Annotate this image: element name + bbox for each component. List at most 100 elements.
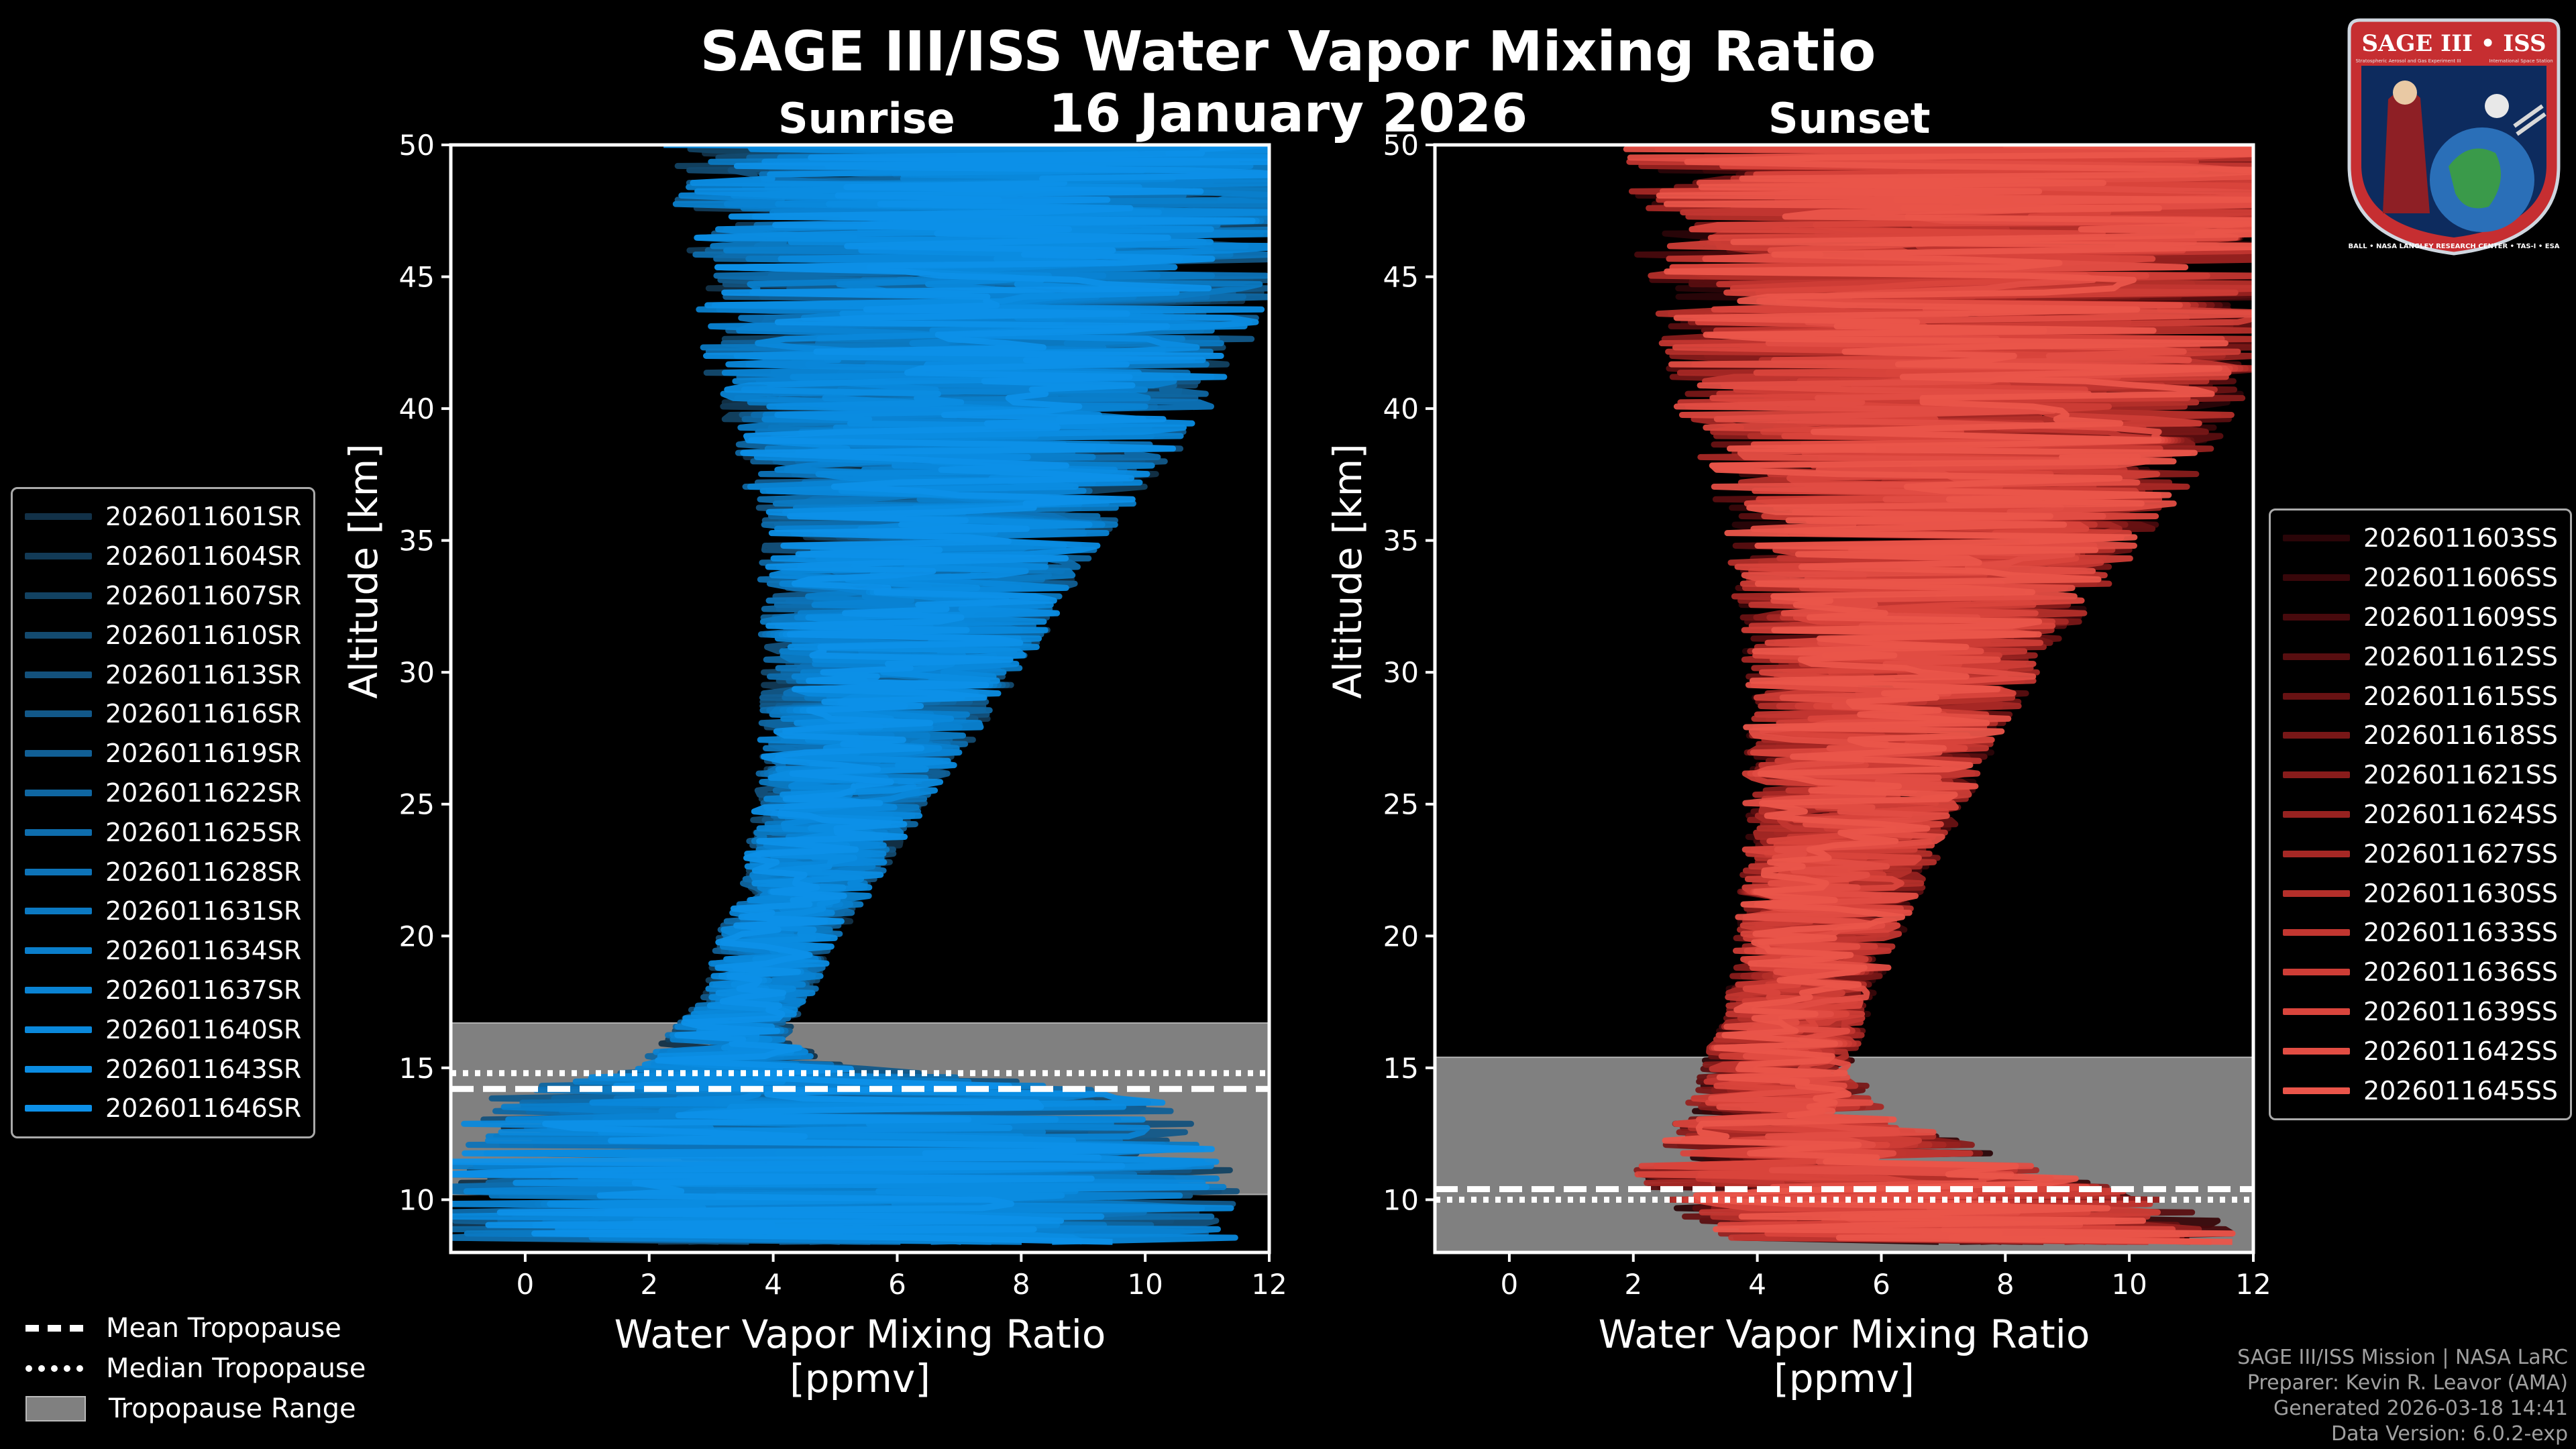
y-tick-label: 20 [399, 920, 435, 953]
legend-label: 2026011624SS [2363, 799, 2559, 829]
sunset-legend-item: 2026011612SS [2283, 637, 2558, 676]
legend-swatch [2283, 1087, 2350, 1094]
x-tick-label: 0 [1501, 1268, 1519, 1301]
legend-label: 2026011636SS [2363, 957, 2559, 987]
sunrise-legend-item: 2026011628SR [25, 852, 301, 892]
x-tick-label: 4 [764, 1268, 782, 1301]
legend-swatch [2283, 653, 2350, 660]
sunset-chart: 0 2 4 6 8 10 12 10 15 20 25 30 35 40 45 50 Water Vapor M… [1325, 129, 2271, 1401]
legend-swatch [2283, 732, 2350, 739]
sunset-legend: 2026011603SS 2026011606SS 2026011609SS 2026… [2269, 508, 2573, 1120]
sunset-legend-item: 2026011615SS [2283, 676, 2558, 716]
legend-swatch [2283, 771, 2350, 779]
x-tick-label: 0 [517, 1268, 535, 1301]
legend-label: 2026011634SR [105, 936, 302, 966]
sunrise-legend-item: 2026011643SR [25, 1049, 301, 1089]
tropopause-legend: Mean Tropopause Median Tropopause Tropop… [25, 1308, 366, 1429]
x-tick-label: 6 [1872, 1268, 1890, 1301]
credit-generated: Generated 2026-03-18 14:41 [2273, 1397, 2568, 1420]
legend-range-label: Tropopause Range [109, 1393, 356, 1424]
y-tick-label: 10 [1383, 1183, 1419, 1216]
sunrise-legend-item: 2026011619SR [25, 734, 301, 773]
sunset-legend-item: 2026011636SS [2283, 953, 2558, 992]
legend-label: 2026011612SS [2363, 641, 2559, 672]
legend-label: 2026011625SR [105, 817, 302, 847]
legend-swatch [25, 513, 92, 521]
credit-preparer: Preparer: Kevin R. Leavor (AMA) [2247, 1371, 2568, 1395]
legend-swatch [2283, 574, 2350, 582]
legend-label: 2026011601SR [105, 502, 302, 532]
badge-ring-text: BALL • NASA LANGLEY RESEARCH CENTER • TA… [2348, 243, 2559, 250]
y-axis-label: Altitude [km] [341, 443, 386, 698]
sunrise-legend-item: 2026011601SR [25, 497, 301, 537]
legend-swatch [2283, 1047, 2350, 1055]
legend-swatch [25, 1105, 92, 1112]
badge-subtext-right: International Space Station [2489, 58, 2553, 64]
x-axis-label: [ppmv] [790, 1356, 930, 1401]
legend-swatch [2283, 692, 2350, 700]
sunrise-legend-item: 2026011607SR [25, 576, 301, 616]
legend-median-label: Median Tropopause [106, 1353, 366, 1384]
legend-swatch [2283, 929, 2350, 936]
y-tick-label: 10 [399, 1183, 435, 1216]
dash-swatch [25, 1325, 83, 1332]
legend-label: 2026011616SR [105, 699, 302, 729]
legend-label: 2026011643SR [105, 1054, 302, 1084]
legend-label: 2026011618SS [2363, 720, 2559, 751]
y-tick-label: 50 [399, 129, 435, 162]
legend-swatch [2283, 613, 2350, 621]
legend-tropopause-range: Tropopause Range [25, 1389, 366, 1429]
sunrise-legend-item: 2026011631SR [25, 892, 301, 931]
sunset-legend-item: 2026011639SS [2283, 992, 2558, 1032]
y-tick-label: 30 [1383, 656, 1419, 689]
legend-swatch [25, 868, 92, 875]
credit-mission: SAGE III/ISS Mission | NASA LaRC [2237, 1346, 2568, 1369]
sunrise-legend-item: 2026011637SR [25, 971, 301, 1010]
legend-swatch [25, 986, 92, 994]
legend-label: 2026011621SS [2363, 760, 2559, 790]
x-tick-label: 10 [2111, 1268, 2147, 1301]
legend-label: 2026011637SR [105, 975, 302, 1005]
y-tick-label: 35 [399, 525, 435, 557]
sunset-legend-item: 2026011621SS [2283, 755, 2558, 795]
axes-frame [1433, 143, 2255, 1254]
profile-line-2026011645SS [1656, 145, 2253, 1245]
sunrise-panel-label: Sunrise [778, 94, 955, 143]
legend-swatch [2283, 890, 2350, 897]
date-subtitle: 16 January 2026 [1048, 84, 1528, 144]
sunrise-legend-item: 2026011622SR [25, 773, 301, 813]
sunrise-legend-item: 2026011640SR [25, 1010, 301, 1049]
legend-swatch [25, 553, 92, 560]
plot-area [451, 145, 1269, 1252]
sunset-legend-item: 2026011618SS [2283, 716, 2558, 755]
sunset-legend-item: 2026011624SS [2283, 795, 2558, 835]
legend-label: 2026011606SS [2363, 563, 2559, 593]
legend-swatch [25, 789, 92, 796]
legend-swatch [2283, 535, 2350, 542]
badge-title: SAGE III • ISS [2361, 30, 2546, 57]
legend-label: 2026011646SR [105, 1093, 302, 1124]
y-tick-label: 45 [399, 261, 435, 294]
credits: SAGE III/ISS Mission | NASA LaRC Prepare… [2237, 1345, 2568, 1447]
x-tick-label: 2 [640, 1268, 658, 1301]
sunrise-legend-item: 2026011646SR [25, 1089, 301, 1128]
sunrise-legend-item: 2026011625SR [25, 812, 301, 852]
y-tick-label: 45 [1383, 261, 1419, 294]
sunset-legend-item: 2026011606SS [2283, 558, 2558, 598]
sunrise-legend: 2026011601SR 2026011604SR 2026011607SR 2026… [11, 487, 316, 1138]
sunset-legend-item: 2026011627SS [2283, 834, 2558, 873]
x-tick-label: 2 [1624, 1268, 1642, 1301]
range-swatch [25, 1396, 86, 1421]
legend-swatch [25, 908, 92, 915]
y-tick-label: 40 [399, 392, 435, 425]
plot-area [1435, 145, 2253, 1252]
x-axis-label: Water Vapor Mixing Ratio [614, 1311, 1106, 1357]
legend-label: 2026011633SS [2363, 918, 2559, 948]
badge-subtext-left: Stratospheric Aerosol and Gas Experiment… [2355, 58, 2461, 64]
legend-label: 2026011639SS [2363, 996, 2559, 1026]
legend-label: 2026011630SS [2363, 878, 2559, 908]
legend-swatch [25, 710, 92, 718]
legend-swatch [25, 1065, 92, 1073]
legend-mean-tropopause: Mean Tropopause [25, 1308, 366, 1348]
